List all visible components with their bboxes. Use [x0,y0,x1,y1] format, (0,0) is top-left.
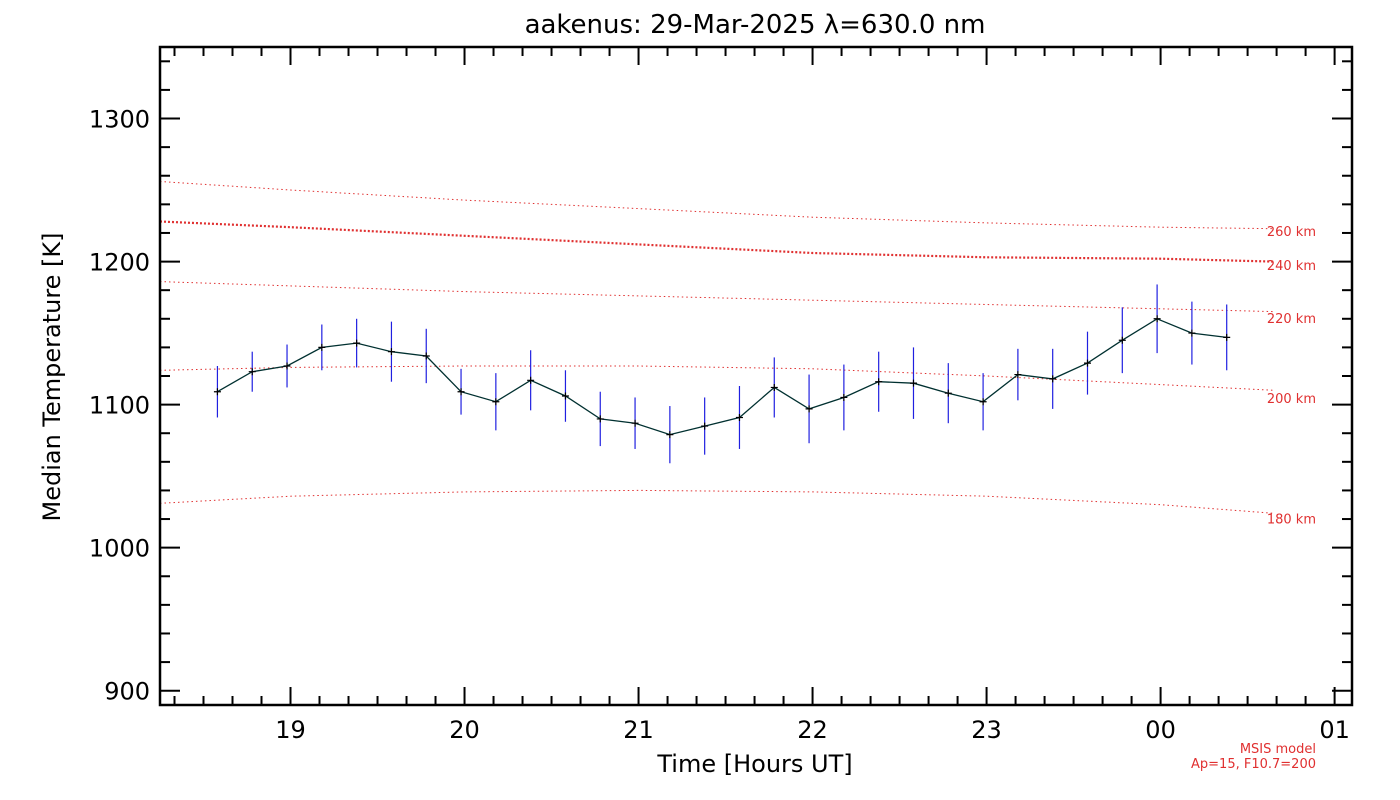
x-tick-label-4: 23 [971,716,1002,744]
x-tick-label-6: 01 [1319,716,1350,744]
data-point-6 [422,352,430,360]
x-tick-label-2: 21 [623,716,654,744]
x-tick-label-3: 22 [797,716,828,744]
data-point-2 [283,362,291,370]
x-tick-label-1: 20 [449,716,480,744]
msis-model-note: MSIS model [1240,742,1316,757]
data-point-29 [1223,333,1231,341]
data-point-26 [1118,336,1126,344]
y-tick-label-1: 1000 [89,535,150,563]
model-line-label-3: 200 km [1267,392,1316,407]
msis-model-lines: 260 km 240 km 220 km 200 km 180 km [159,181,1316,527]
data-point-5 [387,348,395,356]
data-point-23 [1014,371,1022,379]
plot-axes: 19 20 21 22 23 00 01 900 1000 1100 1200 1300 [89,45,1354,744]
msis-params-note: Ap=15, F10.7=200 [1191,757,1316,772]
data-point-14 [701,422,709,430]
model-line-label-4: 180 km [1267,512,1316,527]
data-point-28 [1188,329,1196,337]
y-tick-label-3: 1200 [89,249,150,277]
data-point-13 [666,431,674,439]
x-tick-label-5: 00 [1145,716,1176,744]
x-axis-title: Time [Hours UT] [656,750,852,778]
data-point-11 [596,415,604,423]
x-tick-label-0: 19 [275,716,306,744]
data-point-25 [1084,359,1091,367]
y-axis-title: Median Temperature [K] [38,232,66,521]
data-point-27 [1153,315,1161,323]
series-line-0 [217,318,1227,436]
model-line-1 [159,220,1274,263]
y-tick-label-4: 1300 [89,106,150,134]
y-tick-label-0: 900 [104,678,150,706]
data-point-8 [492,398,500,406]
data-point-21 [944,389,952,397]
model-line-0 [159,181,1274,230]
data-point-15 [735,413,743,421]
chart-title: aakenus: 29-Mar-2025 λ=630.0 nm [525,10,986,40]
data-point-16 [770,383,778,391]
data-point-22 [979,398,987,406]
data-point-1 [248,368,256,376]
data-point-4 [353,339,361,347]
model-line-label-1: 240 km [1267,259,1316,274]
model-line-4 [159,489,1274,514]
data-point-12 [631,419,639,427]
data-point-18 [840,393,848,401]
data-point-7 [457,388,465,396]
data-point-17 [805,405,813,413]
data-point-19 [875,378,883,386]
data-point-20 [909,379,917,387]
y-tick-label-2: 1100 [89,392,150,420]
model-line-label-2: 220 km [1267,312,1316,327]
data-point-9 [527,376,535,384]
data-point-0 [213,388,221,396]
data-series [213,284,1231,464]
data-point-10 [561,392,569,400]
data-point-24 [1049,375,1057,383]
data-point-3 [318,343,326,351]
model-line-label-0: 260 km [1267,225,1316,240]
